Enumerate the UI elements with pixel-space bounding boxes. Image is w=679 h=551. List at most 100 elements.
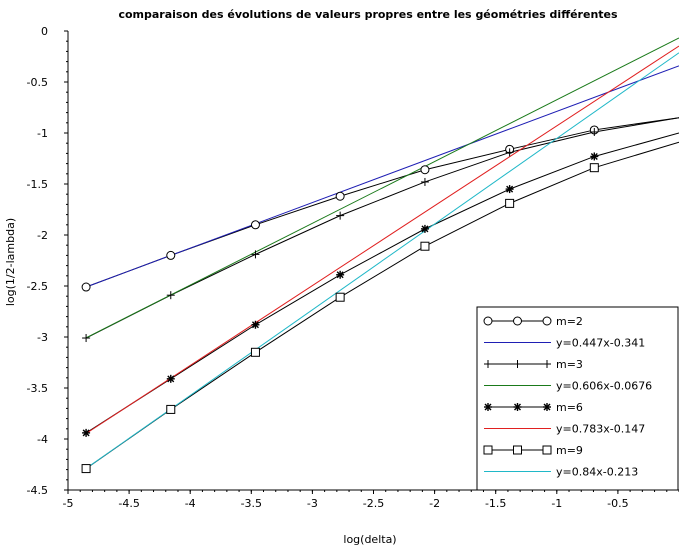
y-axis-label: log(1/2-lambda): [4, 218, 17, 306]
y-tick-label: 0: [41, 25, 48, 38]
legend-marker-2-c: [543, 360, 551, 368]
series-lines: [85, 37, 679, 469]
point-2-2: [251, 250, 260, 259]
point-4-2-d2: [251, 321, 259, 329]
legend-marker-4-b: [513, 403, 522, 411]
legend-marker-2-a: [484, 360, 492, 368]
x-tick-label: -4.5: [118, 497, 139, 510]
series-markers: [81, 125, 599, 474]
point-4-6-d2: [590, 152, 598, 160]
fit-line-5: [85, 45, 679, 434]
legend-marker-6-a: [483, 445, 493, 455]
legend: m=2 y=0.447x-0.341 m=3 y=0.606x-0.0676 m=6 y=…: [476, 306, 679, 491]
point-6-1: [166, 404, 176, 414]
point-0-4: [420, 165, 430, 175]
point-4-0: [82, 428, 91, 437]
point-6-6: [589, 163, 599, 173]
point-0-0-shape: [81, 282, 91, 292]
x-tick-label: -1.5: [485, 497, 506, 510]
legend-label-3: y=0.606x-0.0676: [556, 380, 652, 393]
point-0-1: [166, 250, 176, 260]
x-tick-label: -2: [429, 497, 440, 510]
fit-line-1: [85, 65, 679, 288]
x-tick-label: -3: [307, 497, 318, 510]
point-6-1-shape: [166, 404, 176, 414]
x-tick-label: -4: [185, 497, 196, 510]
legend-marker-2-b: [513, 360, 522, 368]
legend-box: [476, 306, 679, 491]
point-0-2: [250, 220, 260, 230]
legend-marker-4-a: [484, 403, 492, 411]
x-tick-label: -5: [63, 497, 74, 510]
point-2-1: [166, 291, 175, 300]
y-tick-label: -4: [37, 433, 48, 446]
point-4-4-d2: [421, 225, 429, 233]
point-6-5-shape: [505, 198, 515, 208]
point-4-3-d2: [336, 271, 344, 279]
x-tick-label: -2.5: [363, 497, 384, 510]
legend-label-5: y=0.783x-0.147: [556, 423, 645, 436]
y-tick-label: -0.5: [27, 76, 48, 89]
legend-marker-4-b-d2: [514, 403, 521, 411]
point-2-3: [336, 211, 345, 220]
point-6-0: [81, 464, 91, 474]
point-0-4-shape: [420, 165, 430, 175]
data-line-6: [85, 141, 679, 469]
legend-label-7: y=0.84x-0.213: [556, 466, 638, 479]
point-4-6: [590, 152, 599, 161]
y-tick-label: -3.5: [27, 382, 48, 395]
plot-area: -5 -4.5 -4 -3.5 -3 -2.5 -2 -1.5 -1 -0.5 0 -0.5 -1 -1.…: [27, 25, 679, 510]
point-4-5: [505, 185, 514, 194]
point-2-0: [82, 334, 91, 343]
legend-label-6: m=9: [556, 444, 583, 457]
point-4-4: [420, 224, 429, 233]
legend-marker-0-b-shape: [513, 316, 522, 326]
legend-marker-0-a: [483, 316, 493, 326]
point-2-4: [420, 177, 429, 186]
point-4-2: [251, 320, 260, 329]
legend-label-2: m=3: [556, 358, 583, 371]
data-line-0: [85, 117, 679, 288]
legend-marker-0-c-shape: [542, 316, 552, 326]
point-6-4: [420, 241, 430, 251]
point-4-0-d2: [82, 429, 90, 437]
legend-marker-6-b: [513, 445, 522, 455]
legend-marker-4-a-d2: [484, 403, 492, 411]
x-axis-label: log(delta): [343, 533, 396, 546]
point-0-3: [335, 191, 345, 201]
y-tick-label: -2: [37, 229, 48, 242]
data-line-4: [85, 132, 679, 434]
x-tick-label: -3.5: [241, 497, 262, 510]
y-tick-label: -4.5: [27, 484, 48, 497]
point-6-2-shape: [250, 347, 260, 357]
legend-label-1: y=0.447x-0.341: [556, 337, 645, 350]
x-tick-label: -1: [551, 497, 562, 510]
point-4-3: [336, 270, 345, 279]
legend-marker-6-a-shape: [483, 445, 493, 455]
y-tick-label: -2.5: [27, 280, 48, 293]
y-tick-label: -1.5: [27, 178, 48, 191]
point-4-1-d2: [167, 375, 175, 383]
legend-marker-6-b-shape: [513, 445, 522, 455]
point-6-6-shape: [589, 163, 599, 173]
legend-marker-0-a-shape: [483, 316, 493, 326]
y-tick-label: -3: [37, 331, 48, 344]
legend-label-4: m=6: [556, 401, 583, 414]
legend-marker-0-c: [542, 316, 552, 326]
legend-marker-0-b: [513, 316, 522, 326]
fit-line-3: [85, 37, 679, 339]
x-tick-label: -0.5: [607, 497, 628, 510]
point-2-6: [590, 127, 599, 136]
point-0-1-shape: [166, 250, 176, 260]
legend-marker-4-c-d2: [543, 403, 551, 411]
point-0-0: [81, 282, 91, 292]
legend-marker-4-c: [543, 403, 551, 411]
point-2-5: [505, 148, 514, 157]
point-0-2-shape: [250, 220, 260, 230]
legend-marker-6-c: [542, 445, 552, 455]
point-6-3-shape: [335, 292, 345, 302]
chart-title: comparaison des évolutions de valeurs pr…: [118, 8, 618, 21]
legend-marker-6-c-shape: [542, 445, 552, 455]
point-6-4-shape: [420, 241, 430, 251]
